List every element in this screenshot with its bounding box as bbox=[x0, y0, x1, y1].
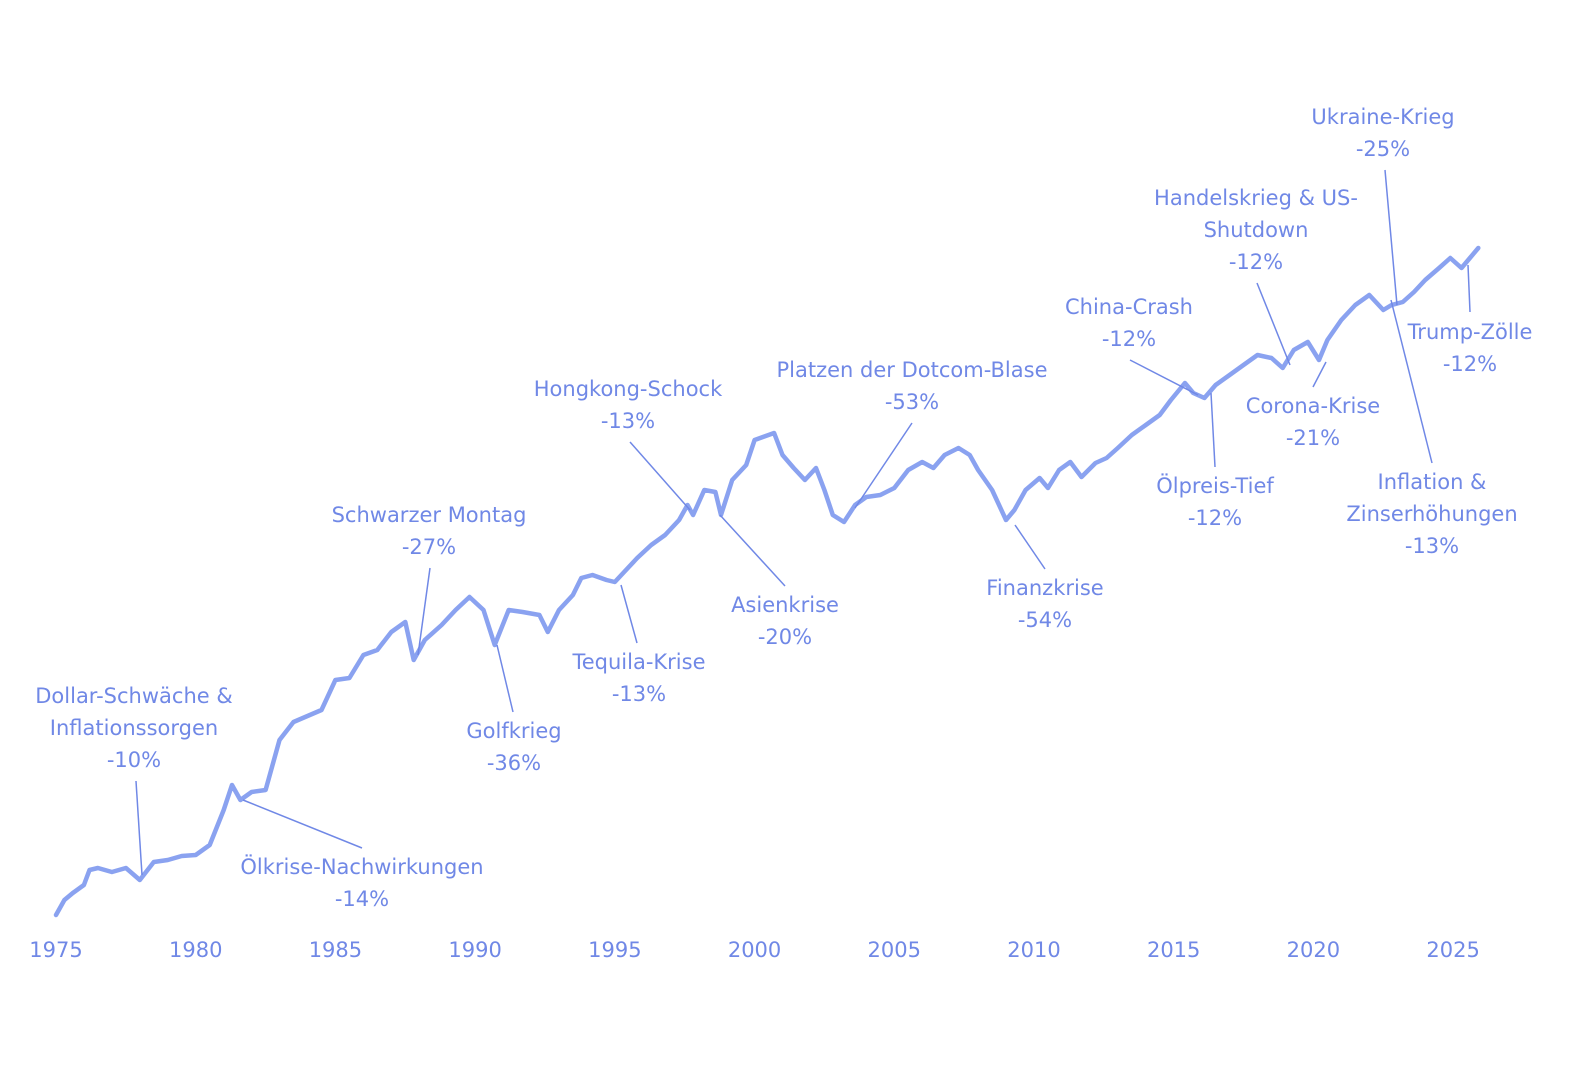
annotation-pointer bbox=[1384, 169, 1398, 306]
annotation-label: Hongkong-Schock bbox=[534, 377, 723, 401]
annotation-drawdown: -13% bbox=[601, 409, 655, 433]
annotation-pointer bbox=[1129, 359, 1199, 396]
annotation-drawdown: -12% bbox=[1188, 506, 1242, 530]
annotation-pointer bbox=[496, 644, 514, 713]
annotation-pointer bbox=[242, 799, 363, 849]
annotation-drawdown: -13% bbox=[1405, 534, 1459, 558]
annotation-pointer bbox=[1390, 299, 1433, 464]
annotation-label: Inflation & bbox=[1378, 470, 1487, 494]
x-tick-label: 1975 bbox=[29, 938, 82, 962]
annotation-label: Ölpreis-Tief bbox=[1156, 473, 1274, 498]
annotation-label: Ölkrise-Nachwirkungen bbox=[240, 854, 483, 879]
annotation-label: Shutdown bbox=[1204, 218, 1309, 242]
annotation-pointer bbox=[620, 584, 638, 644]
annotation-label: Golfkrieg bbox=[466, 719, 561, 743]
annotation-drawdown: -10% bbox=[107, 748, 161, 772]
annotation-label: Dollar-Schwäche & bbox=[35, 684, 232, 708]
annotation-label: Finanzkrise bbox=[986, 576, 1103, 600]
x-tick-label: 1990 bbox=[448, 938, 501, 962]
annotation-pointer bbox=[629, 441, 691, 511]
annotation-label: Ukraine-Krieg bbox=[1311, 105, 1454, 129]
annotation-drawdown: -14% bbox=[335, 887, 389, 911]
annotation-drawdown: -12% bbox=[1229, 250, 1283, 274]
x-tick-label: 2010 bbox=[1007, 938, 1060, 962]
x-tick-label: 2020 bbox=[1287, 938, 1340, 962]
x-tick-label: 1995 bbox=[588, 938, 641, 962]
annotation-label: Zinserhöhungen bbox=[1346, 502, 1517, 526]
annotation-pointer bbox=[417, 567, 431, 656]
annotation-pointer bbox=[854, 422, 913, 509]
annotation-label: Handelskrieg & US- bbox=[1154, 186, 1358, 210]
x-tick-label: 2015 bbox=[1147, 938, 1200, 962]
annotation-drawdown: -54% bbox=[1018, 608, 1072, 632]
annotation-drawdown: -12% bbox=[1102, 327, 1156, 351]
annotation-drawdown: -21% bbox=[1286, 426, 1340, 450]
x-tick-label: 2025 bbox=[1426, 938, 1479, 962]
annotation-label: China-Crash bbox=[1065, 295, 1193, 319]
annotation-pointer bbox=[1256, 282, 1291, 366]
annotation-drawdown: -36% bbox=[487, 751, 541, 775]
annotation-label: Schwarzer Montag bbox=[332, 503, 527, 527]
annotation-label: Trump-Zölle bbox=[1407, 320, 1533, 344]
price-line bbox=[53, 245, 1481, 918]
annotation-pointer bbox=[1467, 264, 1471, 313]
annotation-label: Inflationssorgen bbox=[50, 716, 218, 740]
annotation-pointer bbox=[719, 514, 786, 587]
x-tick-label: 1985 bbox=[309, 938, 362, 962]
annotation-pointer bbox=[135, 780, 143, 876]
x-tick-label: 2000 bbox=[728, 938, 781, 962]
annotation-label: Tequila-Krise bbox=[571, 650, 705, 674]
annotation-pointer bbox=[1210, 392, 1216, 468]
annotation-drawdown: -20% bbox=[758, 625, 812, 649]
annotation-label: Corona-Krise bbox=[1246, 394, 1380, 418]
annotation-pointer bbox=[1312, 361, 1327, 388]
annotation-drawdown: -27% bbox=[402, 535, 456, 559]
x-tick-label: 2005 bbox=[868, 938, 921, 962]
annotation-drawdown: -53% bbox=[885, 390, 939, 414]
annotation-pointer bbox=[1014, 524, 1046, 570]
annotation-drawdown: -12% bbox=[1443, 352, 1497, 376]
annotation-label: Platzen der Dotcom-Blase bbox=[777, 358, 1048, 382]
annotation-drawdown: -13% bbox=[612, 682, 666, 706]
annotation-drawdown: -25% bbox=[1356, 137, 1410, 161]
annotation-label: Asienkrise bbox=[731, 593, 839, 617]
x-tick-label: 1980 bbox=[169, 938, 222, 962]
